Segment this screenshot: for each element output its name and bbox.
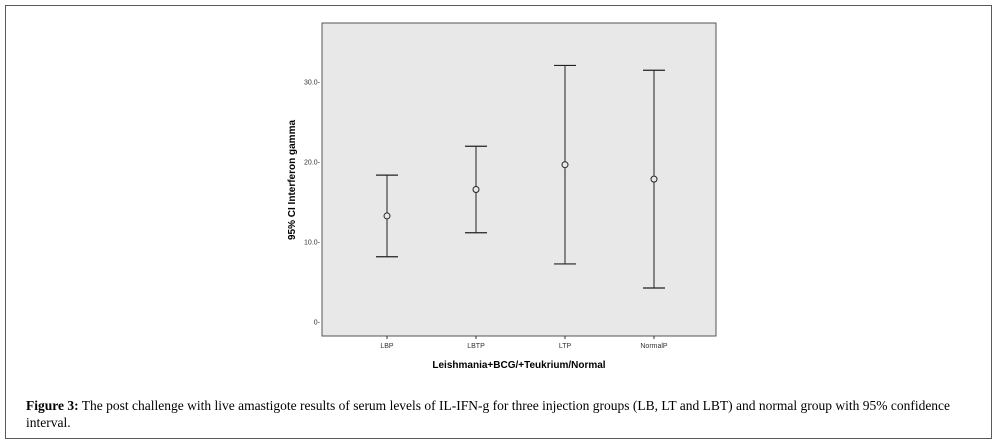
mean-marker <box>472 186 480 194</box>
error-bar-LTP <box>554 64 576 265</box>
mean-marker <box>561 161 569 169</box>
x-tick-label: LBTP <box>467 343 485 350</box>
figure-caption: Figure 3: The post challenge with live a… <box>26 397 976 431</box>
y-tick-label: 0- <box>314 320 321 327</box>
caption-label: Figure 3: <box>26 398 79 413</box>
mean-marker <box>650 175 658 183</box>
y-tick-label: 20.0- <box>304 159 321 166</box>
plot-area <box>321 22 717 337</box>
error-bar-LBP <box>376 174 398 258</box>
caption-text: The post challenge with live amastigote … <box>26 398 951 430</box>
mean-marker <box>383 212 391 220</box>
error-bar-NormalP <box>643 69 665 289</box>
y-tick-label: 10.0- <box>304 240 321 247</box>
x-tick-label: LTP <box>559 343 572 350</box>
y-axis-label: 95% CI Interferon gamma <box>287 120 298 240</box>
y-tick-label: 30.0- <box>304 79 321 86</box>
x-tick-label: LBP <box>380 343 394 350</box>
x-axis-label: Leishmania+BCG/+Teukrium/Normal <box>432 360 605 371</box>
x-tick-label: NormalP <box>640 343 668 350</box>
error-bar-LBTP <box>465 145 487 234</box>
